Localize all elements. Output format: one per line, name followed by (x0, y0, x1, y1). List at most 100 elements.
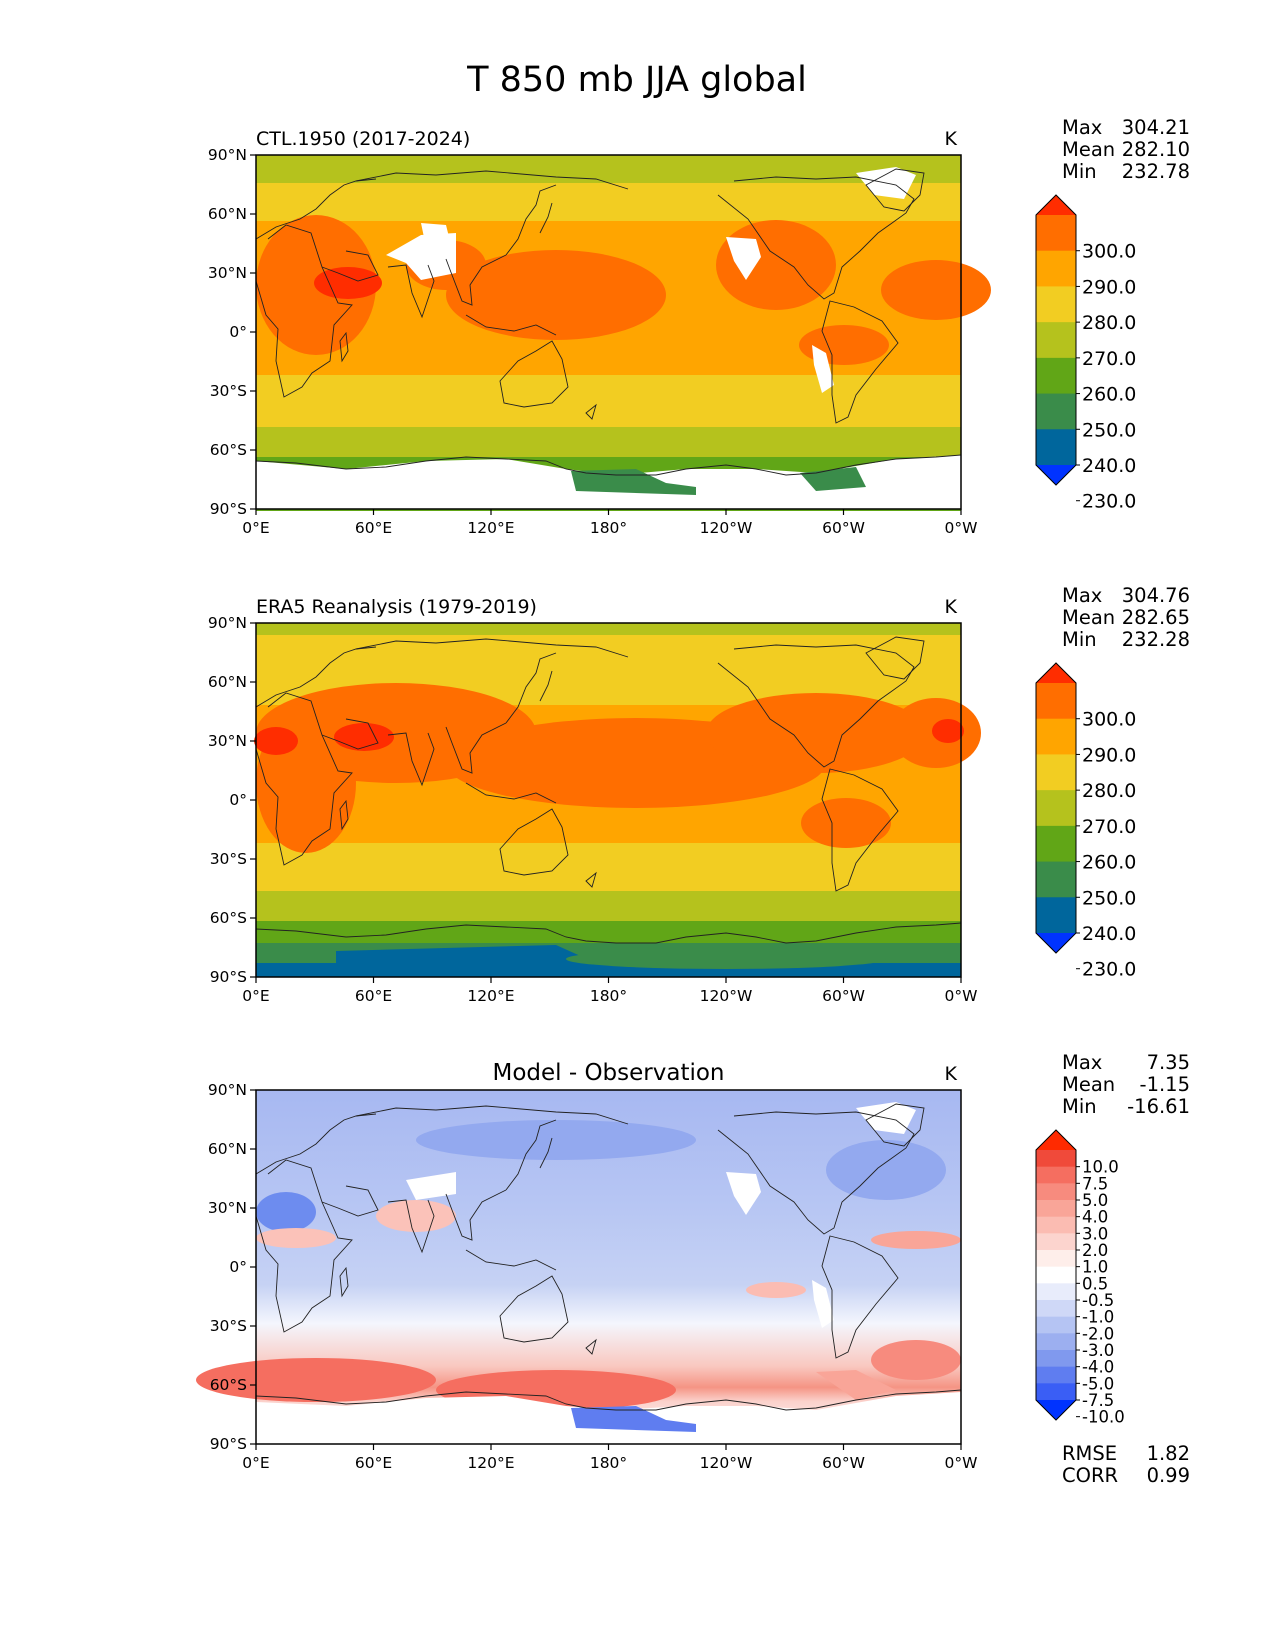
lat-tick-label: 60°S (210, 441, 247, 459)
lat-tick-label: 60°N (208, 673, 247, 691)
colorbar-label: -4.0 (1082, 1358, 1114, 1377)
colorbar-bin (1036, 683, 1076, 720)
stat-value: 304.21 (1122, 116, 1190, 139)
colorbar-bin (1036, 322, 1076, 359)
metric-label: CORR (1062, 1464, 1118, 1487)
lon-tick-label: 120°E (467, 1454, 514, 1472)
colorbar-bin (1036, 897, 1076, 934)
metric-value: 0.99 (1147, 1464, 1190, 1487)
colorbar-label: 7.5 (1082, 1174, 1108, 1193)
metric-label: RMSE (1062, 1442, 1117, 1465)
colorbar-extend-top (1036, 1130, 1076, 1150)
colorbar-label: 300.0 (1082, 241, 1136, 263)
colorbar-label: -3.0 (1082, 1341, 1114, 1360)
colorbar-label: 300.0 (1082, 709, 1136, 731)
colorbar-label: 280.0 (1082, 780, 1136, 802)
colorbar-extend-bottom (1036, 465, 1076, 485)
lon-tick-label: 60°W (822, 1454, 865, 1472)
stat-label: Min (1062, 628, 1097, 651)
colorbar-label: 250.0 (1082, 887, 1136, 909)
colorbar-label: 280.0 (1082, 312, 1136, 334)
lat-tick-label: 90°S (210, 500, 247, 518)
colorbar-bin (1036, 215, 1076, 252)
stat-label: Max (1062, 1051, 1102, 1074)
colorbar-bin (1036, 1350, 1076, 1368)
panel-title: Model - Observation (492, 1060, 724, 1086)
colorbar-bin (1036, 754, 1076, 791)
lon-tick-label: 0°W (945, 519, 978, 537)
lon-tick-label: 60°W (822, 519, 865, 537)
colorbar-label: 290.0 (1082, 276, 1136, 298)
lon-tick-label: 60°E (355, 519, 392, 537)
lat-tick-label: 0° (229, 1258, 247, 1276)
colorbar-label: -1.0 (1082, 1308, 1114, 1327)
colorbar-bin (1036, 250, 1076, 287)
colorbar-bin (1036, 357, 1076, 395)
stat-value: 282.10 (1122, 138, 1190, 161)
stat-label: Min (1062, 1095, 1097, 1118)
difference-field (196, 1090, 961, 1444)
colorbar-label: 0.5 (1082, 1274, 1108, 1293)
metric-value: 1.82 (1147, 1442, 1190, 1465)
colorbar-label: 240.0 (1082, 455, 1136, 477)
colorbar-label: 2.0 (1082, 1241, 1108, 1260)
colorbar-bin (1036, 1200, 1076, 1218)
colorbar-label: 230.0 (1082, 491, 1136, 513)
ctl-temperature-field (256, 155, 991, 511)
figure-title: T 850 mb JJA global (466, 60, 807, 100)
colorbar-bin (1036, 1383, 1076, 1401)
colorbar-bin (1036, 861, 1076, 898)
units-label: K (945, 1063, 958, 1085)
stat-label: Max (1062, 116, 1102, 139)
stat-label: Min (1062, 160, 1097, 183)
lat-tick-label: 30°S (210, 1317, 247, 1335)
lat-tick-label: 0° (229, 791, 247, 809)
panel-ctl (255, 154, 991, 511)
lon-tick-label: 120°E (467, 519, 514, 537)
stat-label: Max (1062, 584, 1102, 607)
colorbar-label: -7.5 (1082, 1391, 1114, 1410)
colorbar-bin (1036, 825, 1076, 863)
lat-tick-label: 90°S (210, 1435, 247, 1453)
colorbar-bin (1036, 429, 1076, 466)
colorbar-label: -2.0 (1082, 1324, 1114, 1343)
stat-label: Mean (1062, 1073, 1115, 1096)
colorbar-bin (1036, 790, 1076, 827)
colorbar-label: 10.0 (1082, 1158, 1119, 1177)
stat-label: Mean (1062, 606, 1115, 629)
colorbar-bin (1036, 1233, 1076, 1251)
lon-tick-label: 0°W (945, 1454, 978, 1472)
panel-title: ERA5 Reanalysis (1979-2019) (256, 596, 537, 618)
units-label: K (945, 596, 958, 618)
panel-title: CTL.1950 (2017-2024) (256, 128, 470, 150)
lon-tick-label: 0°E (242, 1454, 269, 1472)
era5-temperature-field (254, 623, 981, 977)
colorbar-bin (1036, 1216, 1076, 1234)
lat-tick-label: 30°S (210, 850, 247, 868)
lon-tick-label: 120°W (700, 1454, 753, 1472)
lat-tick-label: 90°S (210, 968, 247, 986)
colorbar-extend-bottom (1036, 933, 1076, 953)
stat-value: -16.61 (1127, 1095, 1190, 1118)
lon-tick-label: 0°E (242, 987, 269, 1005)
lon-tick-label: 120°W (700, 519, 753, 537)
colorbar-bin (1036, 393, 1076, 430)
colorbar-label: -5.0 (1082, 1374, 1114, 1393)
lat-tick-label: 90°N (208, 614, 247, 632)
colorbar-label: 270.0 (1082, 816, 1136, 838)
units-label: K (945, 128, 958, 150)
colorbar-bin (1036, 1150, 1076, 1168)
colorbar-label: 250.0 (1082, 419, 1136, 441)
lat-tick-label: 30°S (210, 382, 247, 400)
lat-tick-label: 30°N (208, 1199, 247, 1217)
lon-tick-label: 0°E (242, 519, 269, 537)
colorbar-label: -10.0 (1082, 1408, 1125, 1427)
panel-difference (196, 1089, 962, 1445)
lat-tick-label: 60°N (208, 205, 247, 223)
lat-tick-label: 90°N (208, 146, 247, 164)
colorbar-label: 260.0 (1082, 852, 1136, 874)
stat-label: Mean (1062, 138, 1115, 161)
stat-value: 232.28 (1122, 628, 1190, 651)
colorbar-label: 3.0 (1082, 1224, 1108, 1243)
